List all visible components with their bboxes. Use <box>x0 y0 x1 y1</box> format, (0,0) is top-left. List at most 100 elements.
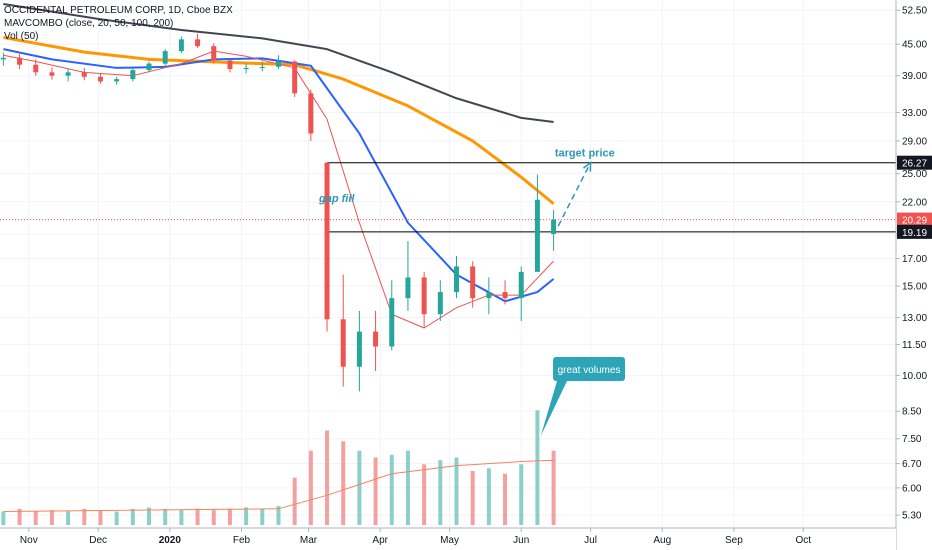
time-tick-label: Sep <box>725 535 743 546</box>
time-tick-label: Jul <box>584 535 597 546</box>
candle-body <box>534 199 540 272</box>
volume-bar <box>405 450 410 525</box>
candle-body <box>97 76 103 82</box>
volume-bar <box>114 511 119 525</box>
candle-body <box>275 61 281 67</box>
time-tick-label: Nov <box>20 535 38 546</box>
candle-body <box>178 39 184 52</box>
level-label-gap: 26.27 <box>902 159 927 170</box>
volume-bar <box>325 430 330 525</box>
volume-bar <box>389 454 394 525</box>
ma-50-line <box>3 48 555 303</box>
price-tick-label: 7.50 <box>902 434 922 445</box>
volume-bar <box>341 441 346 525</box>
time-tick-label: May <box>440 535 459 546</box>
candle-body <box>65 72 71 76</box>
volume-bar <box>308 450 313 525</box>
candle-body <box>518 271 524 299</box>
ma-200-line <box>3 3 554 124</box>
candle-body <box>49 72 55 76</box>
price-tick-label: 25.00 <box>902 169 927 180</box>
candle-body <box>308 93 314 134</box>
price-tick-label: 6.70 <box>902 459 922 470</box>
target-arrow-line <box>557 162 592 227</box>
target-price-label: target price <box>555 148 615 160</box>
candle-body <box>356 331 362 367</box>
time-tick-label: Jun <box>513 535 529 546</box>
candle-body <box>405 277 411 299</box>
candle-body <box>470 266 476 299</box>
level-label-support-bg <box>897 224 932 239</box>
volume-bar <box>470 471 475 525</box>
candle-body <box>211 46 217 61</box>
price-tick-label: 33.00 <box>902 108 927 119</box>
callout-box <box>553 357 626 381</box>
callout-pointer <box>540 381 568 436</box>
candle-body <box>259 66 265 68</box>
candle-body <box>17 57 23 65</box>
symbol-title: OCCIDENTAL PETROLEUM CORP, 1D, Cboe BZX <box>4 5 233 16</box>
price-tick-label: 52.50 <box>902 6 927 17</box>
level-label-gap-bg <box>897 155 932 170</box>
price-tick-label: 8.50 <box>902 407 922 418</box>
volume-bar <box>438 460 443 525</box>
chart-legend-header: OCCIDENTAL PETROLEUM CORP, 1D, Cboe BZX … <box>4 4 233 43</box>
candle-body <box>162 51 168 64</box>
candle-body <box>324 162 330 320</box>
level-label-support: 19.19 <box>902 228 927 239</box>
candle-body <box>130 70 136 80</box>
volume-bar <box>49 510 54 525</box>
volume-bar <box>519 464 524 525</box>
candle-body <box>114 79 120 82</box>
candle-body <box>389 298 395 347</box>
current-price-label-bg <box>897 212 932 227</box>
volume-bar <box>147 507 152 525</box>
price-tick-label: 15.00 <box>902 282 927 293</box>
candle-body <box>0 57 6 60</box>
volume-bar <box>1 511 6 525</box>
current-price-label: 20.29 <box>902 216 927 227</box>
candle-body <box>81 72 87 77</box>
time-tick-label: Oct <box>795 535 811 546</box>
volume-legend: Vol (50) <box>4 31 39 42</box>
candle-body <box>146 63 152 71</box>
candle-body <box>551 219 557 235</box>
candle-body <box>502 292 508 299</box>
candle-body <box>373 331 379 347</box>
candle-body <box>33 64 39 73</box>
ma-100-line <box>3 35 555 205</box>
price-tick-label: 5.30 <box>902 511 922 522</box>
volume-bar <box>227 508 232 525</box>
time-tick-label: Dec <box>89 535 107 546</box>
candle-body <box>292 61 298 94</box>
candle-body <box>195 39 201 47</box>
volume-bar <box>163 508 168 525</box>
volume-bar <box>422 464 427 525</box>
price-tick-label: 29.00 <box>902 136 927 147</box>
price-tick-label: 13.00 <box>902 313 927 324</box>
volume-bar <box>179 510 184 525</box>
candle-body <box>486 292 492 299</box>
volume-bar <box>82 508 87 525</box>
gap-fill-label: gap fill <box>318 193 355 205</box>
candle-body <box>453 266 459 293</box>
volume-bar <box>195 508 200 525</box>
time-tick-label: Feb <box>233 535 251 546</box>
volume-bar <box>551 450 556 525</box>
price-tick-label: 22.00 <box>902 197 927 208</box>
volume-bar <box>130 508 135 525</box>
price-tick-label: 45.00 <box>902 40 927 51</box>
volume-bar <box>486 468 491 525</box>
volume-bar <box>503 473 508 525</box>
price-axis-bg <box>896 0 932 550</box>
price-tick-label: 11.50 <box>902 340 927 351</box>
volume-bar <box>66 511 71 525</box>
time-tick-label: 2020 <box>159 535 182 546</box>
candle-body <box>243 67 249 70</box>
volume-bar <box>454 457 459 525</box>
time-tick-label: Apr <box>372 535 388 546</box>
price-tick-label: 6.00 <box>902 483 922 494</box>
price-tick-label: 10.00 <box>902 371 927 382</box>
